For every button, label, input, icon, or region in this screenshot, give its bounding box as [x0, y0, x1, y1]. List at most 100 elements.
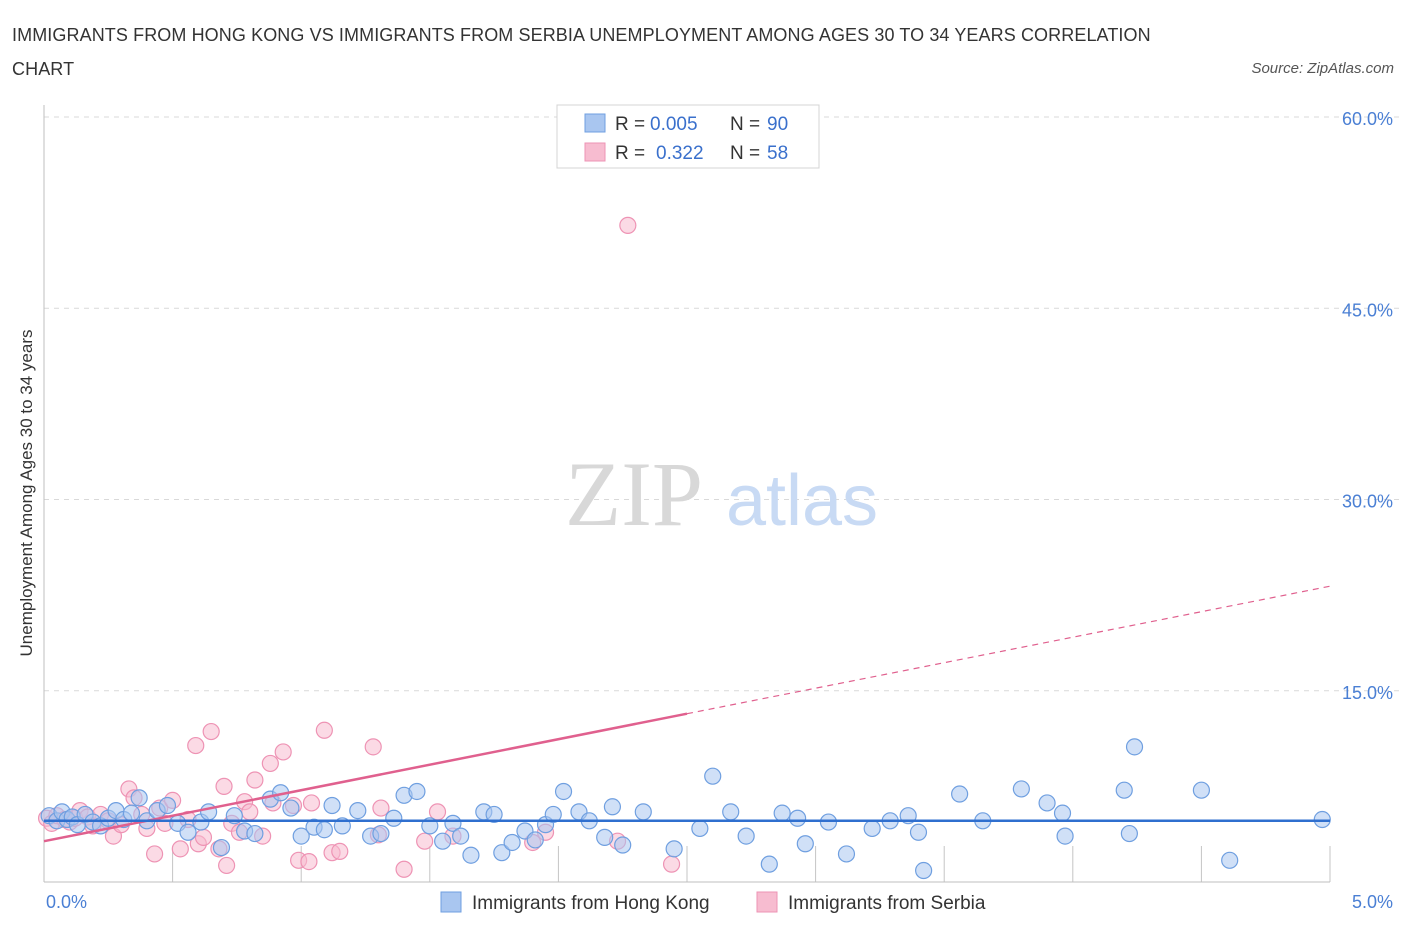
hong-kong-point-80 — [1056, 827, 1074, 845]
hong-kong-point-21 — [212, 838, 231, 857]
watermark-zip: ZIP — [565, 443, 703, 545]
serbia-point-36 — [261, 754, 279, 773]
serbia-point-23 — [187, 736, 205, 755]
trend-lines — [43, 585, 1331, 843]
hong-kong-point-65 — [773, 804, 791, 822]
serbia-point-48 — [372, 799, 390, 817]
hong-kong-point-42 — [452, 827, 470, 845]
hong-kong-point-85 — [1221, 851, 1239, 869]
serbia-point-17 — [145, 845, 164, 863]
serbia-point-28 — [215, 777, 233, 795]
hong-kong-point-68 — [819, 813, 838, 831]
hong-kong-point-24 — [246, 824, 264, 843]
y-tick-label-3: 60.0% — [1342, 109, 1393, 129]
hong-kong-points — [40, 738, 1331, 880]
serbia-point-51 — [428, 803, 447, 821]
hong-kong-point-57 — [614, 836, 632, 854]
hong-kong-point-63 — [737, 827, 755, 845]
hong-kong-point-73 — [909, 823, 928, 841]
hong-kong-point-59 — [665, 840, 683, 858]
serbia-point-33 — [241, 803, 259, 821]
serbia-point-56 — [662, 855, 681, 873]
hong-kong-point-58 — [634, 803, 652, 821]
x-tick-label-0: 0.0% — [46, 892, 87, 912]
hong-kong-point-78 — [1038, 794, 1056, 812]
hong-kong-point-51 — [544, 805, 562, 824]
legend-swatch-serbia — [584, 142, 606, 162]
hong-kong-point-52 — [554, 782, 573, 801]
hong-kong-point-66 — [788, 809, 807, 827]
serbia-point-25 — [194, 828, 213, 846]
hong-kong-point-40 — [434, 832, 452, 850]
hong-kong-point-86 — [1313, 810, 1331, 829]
hong-kong-point-18 — [179, 823, 197, 841]
legend-n-value-serbia: 58 — [767, 143, 788, 164]
x-tick-label-1: 5.0% — [1352, 892, 1393, 912]
hong-kong-point-77 — [1012, 780, 1030, 798]
serbia-point-29 — [218, 856, 236, 875]
hong-kong-point-82 — [1120, 824, 1138, 843]
hong-kong-point-28 — [292, 827, 310, 845]
serbia-point-50 — [416, 832, 434, 850]
bottom-legend-swatch-serbia — [756, 891, 778, 913]
hong-kong-point-36 — [385, 809, 403, 827]
stats-legend: R = 0.005 N = 90 R = 0.322 N = 58 — [556, 104, 820, 169]
axis-labels: 15.0% 30.0% 45.0% 60.0% 0.0% 5.0% — [46, 109, 1393, 912]
hong-kong-point-38 — [408, 782, 426, 801]
hong-kong-point-64 — [760, 855, 778, 873]
hong-kong-point-12 — [122, 804, 141, 822]
bottom-legend-label-hong-kong: Immigrants from Hong Kong — [472, 893, 710, 914]
hong-kong-point-67 — [796, 835, 814, 853]
hong-kong-point-49 — [526, 831, 544, 849]
serbia-point-34 — [246, 771, 264, 789]
hong-kong-point-47 — [503, 833, 521, 852]
serbia-point-45 — [331, 842, 349, 861]
hong-kong-point-70 — [863, 819, 881, 838]
hong-kong-point-79 — [1053, 804, 1072, 822]
legend-n-value-hk: 90 — [767, 114, 788, 135]
hong-kong-point-16 — [158, 796, 177, 815]
legend-r-label-serbia: R = — [615, 143, 645, 164]
serbia-point-26 — [202, 722, 220, 741]
y-tick-label-2: 45.0% — [1342, 300, 1393, 320]
hong-kong-point-61 — [704, 767, 722, 785]
hong-kong-point-56 — [603, 798, 622, 816]
bottom-legend: Immigrants from Hong Kong Immigrants fro… — [440, 891, 986, 914]
grid-layer — [44, 116, 1400, 882]
serbia-point-49 — [395, 860, 413, 878]
watermark-atlas: atlas — [726, 461, 878, 541]
hong-kong-point-30 — [315, 821, 333, 839]
bottom-legend-swatch-hong-kong — [440, 891, 462, 913]
source-label: Source: ZipAtlas.com — [1251, 60, 1394, 77]
legend-swatch-hong-kong — [584, 113, 606, 133]
y-tick-label-1: 30.0% — [1342, 492, 1393, 512]
chart-title: IMMIGRANTS FROM HONG KONG VS IMMIGRANTS … — [12, 25, 1151, 79]
hong-kong-point-83 — [1125, 738, 1144, 756]
hong-kong-point-46 — [493, 844, 511, 862]
hong-kong-point-41 — [444, 814, 462, 832]
y-tick-label-0: 15.0% — [1342, 683, 1393, 703]
legend-n-label-hk: N = — [730, 114, 760, 135]
hong-kong-point-45 — [485, 805, 503, 824]
hong-kong-point-43 — [462, 846, 480, 864]
hong-kong-point-35 — [372, 824, 390, 843]
serbia-point-21 — [171, 840, 189, 858]
hong-kong-point-84 — [1192, 781, 1211, 799]
serbia-point-38 — [274, 743, 292, 761]
serbia-trend-dashed — [686, 585, 1331, 715]
legend-r-label-hk: R = — [615, 114, 645, 135]
hong-kong-point-27 — [282, 799, 300, 817]
hong-kong-point-62 — [722, 803, 740, 821]
serbia-point-57 — [619, 216, 637, 234]
hong-kong-point-69 — [837, 845, 856, 863]
serbia-point-41 — [300, 852, 318, 871]
hong-kong-point-13 — [130, 789, 148, 807]
hong-kong-point-81 — [1115, 781, 1133, 799]
y-axis-label: Unemployment Among Ages 30 to 34 years — [17, 330, 36, 657]
legend-r-value-serbia: 0.322 — [656, 143, 704, 164]
hong-kong-point-33 — [349, 801, 367, 820]
hong-kong-point-60 — [691, 819, 709, 838]
serbia-point-42 — [302, 794, 321, 812]
watermark: ZIP atlas — [565, 443, 878, 545]
